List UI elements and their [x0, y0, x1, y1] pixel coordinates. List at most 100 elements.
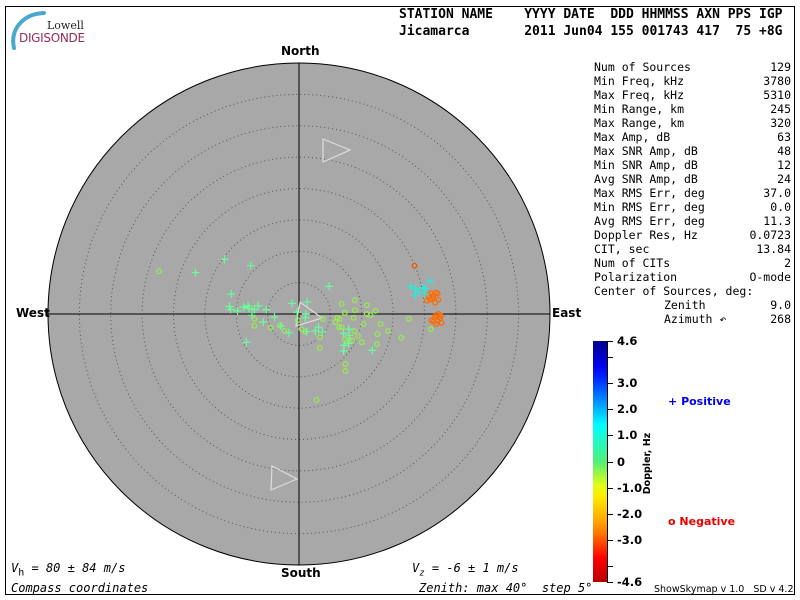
negative-doppler-point	[342, 361, 349, 368]
stat-label: Min SNR Amp, dB	[594, 158, 698, 172]
header-values: Jicamarca 2011 Jun04 155 001743 417 75 +…	[399, 24, 783, 39]
positive-doppler-point	[293, 308, 302, 317]
stat-value: 48	[777, 144, 791, 158]
stat-row: Min Range, km 245	[594, 102, 791, 116]
colorbar-tick-label: 1.0	[617, 428, 638, 443]
negative-doppler-point	[373, 341, 380, 348]
positive-doppler-point	[344, 339, 353, 348]
legend-negative: o Negative	[668, 515, 735, 528]
negative-doppler-point	[338, 301, 345, 307]
vh-subscript: h	[18, 567, 25, 579]
negative-doppler-point	[341, 336, 348, 343]
negative-doppler-point	[277, 322, 284, 329]
negative-doppler-point	[336, 316, 343, 322]
legend-positive-label: Positive	[681, 395, 731, 408]
plus-icon: +	[668, 395, 678, 408]
colorbar-tick-label: -3.0	[617, 533, 643, 548]
colorbar-tick-label: 2.0	[617, 402, 638, 417]
positive-doppler-point	[345, 331, 354, 340]
stat-row: Min Freq, kHz 3780	[594, 74, 791, 88]
horizontal-velocity: Vh = 80 ± 84 m/s	[11, 561, 125, 578]
vz-symbol: V	[412, 561, 420, 575]
positive-doppler-point	[339, 329, 348, 338]
negative-doppler-point	[427, 326, 434, 333]
colorbar-tick-label: -1.0	[617, 480, 643, 495]
negative-doppler-point	[434, 317, 441, 324]
stat-label: Num of CITs	[594, 256, 671, 270]
compass-south: South	[281, 566, 321, 580]
positive-doppler-point	[233, 306, 242, 315]
negative-doppler-point	[267, 324, 274, 331]
negative-doppler-point	[332, 319, 339, 326]
stat-value: 37.0	[763, 186, 791, 200]
stat-value: 0.0723	[749, 228, 791, 242]
positive-doppler-point	[344, 325, 353, 334]
stat-row: Doppler Res, Hz 0.0723	[594, 228, 791, 242]
velocity-triangle-icon	[322, 138, 352, 163]
positive-doppler-point	[276, 321, 285, 330]
colorbar-tick-label: 0	[617, 454, 626, 469]
negative-doppler-point	[251, 322, 258, 329]
stat-row: Avg SNR Amp, dB 24	[594, 172, 791, 186]
stat-label: CIT, sec	[594, 242, 650, 256]
stat-value: 13.84	[756, 242, 791, 256]
stat-label: Polarization	[594, 270, 678, 284]
positive-doppler-point	[303, 298, 312, 307]
legend-negative-label: Negative	[679, 515, 736, 528]
zenith-scale: Zenith: max 40° step 5°	[419, 581, 593, 595]
negative-doppler-point	[336, 324, 343, 331]
negative-doppler-point	[294, 317, 301, 324]
stat-row: Max Freq, kHz 5310	[594, 88, 791, 102]
logo-lowell: Lowell	[47, 19, 84, 32]
positive-doppler-point	[191, 268, 200, 277]
negative-doppler-point	[432, 299, 439, 306]
positive-doppler-point	[220, 255, 229, 264]
version-info: ShowSkymap v 1.0 SD v 4.2	[654, 584, 794, 595]
negative-doppler-point	[363, 302, 370, 309]
stat-row: Max Range, km 320	[594, 116, 791, 130]
positive-doppler-point	[244, 304, 253, 313]
vz-value: = -6 ± 1 m/s	[431, 561, 519, 575]
positive-doppler-point	[302, 327, 311, 336]
stat-row: Azimuth ↶ 268	[594, 312, 791, 326]
stat-label: Zenith	[664, 298, 706, 312]
stat-value: 24	[777, 172, 791, 186]
plot-frame	[5, 6, 795, 595]
vh-symbol: V	[11, 561, 19, 575]
stat-row: Avg RMS Err, deg 11.3	[594, 214, 791, 228]
stat-label: Max SNR Amp, dB	[594, 144, 698, 158]
velocity-triangle-icon	[270, 465, 299, 491]
positive-doppler-point	[411, 291, 420, 300]
negative-doppler-point	[355, 333, 361, 339]
stat-label: Min Range, km	[594, 102, 685, 116]
negative-doppler-point	[349, 337, 356, 344]
positive-doppler-point	[368, 346, 377, 355]
header-columns: STATION NAME YYYY DATE DDD HHMMSS AXN PP…	[399, 7, 783, 22]
negative-doppler-point	[411, 262, 418, 269]
colorbar-tick-label: -4.6	[617, 575, 643, 589]
stat-value: 11.3	[763, 214, 791, 228]
colorbar-label: Doppler, Hz	[642, 432, 654, 495]
negative-doppler-point	[281, 327, 288, 334]
stat-value: 12	[777, 158, 791, 172]
stat-value: O-mode	[749, 270, 791, 284]
legend-positive: + Positive	[668, 395, 731, 408]
negative-doppler-point	[316, 344, 323, 351]
negative-doppler-point	[429, 295, 436, 302]
coordinate-system: Compass coordinates	[11, 581, 149, 595]
positive-doppler-point	[259, 318, 268, 327]
stat-row: Max SNR Amp, dB 48	[594, 144, 791, 158]
positive-doppler-point	[406, 282, 415, 291]
stat-label: Max Range, km	[594, 116, 685, 130]
stat-label: Min Freq, kHz	[594, 74, 685, 88]
stat-row: Max Amp, dB 63	[594, 130, 791, 144]
stat-row: Center of Sources, deg:	[594, 284, 791, 298]
stat-value: 63	[777, 130, 791, 144]
stat-value: 129	[770, 60, 791, 74]
positive-doppler-point	[246, 261, 255, 270]
velocity-triangle-icon	[295, 300, 324, 327]
negative-doppler-point	[405, 316, 412, 322]
negative-doppler-point	[398, 334, 405, 341]
negative-doppler-point	[435, 296, 442, 303]
compass-north: North	[281, 44, 320, 58]
